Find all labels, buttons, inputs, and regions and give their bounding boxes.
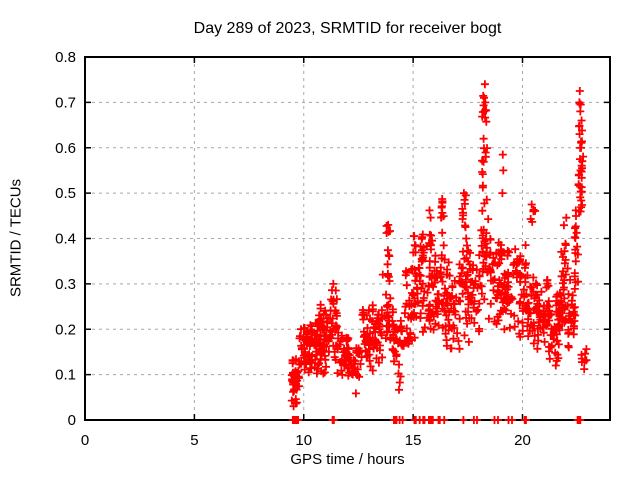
x-tick-label: 10 xyxy=(295,432,312,449)
y-tick-label: 0.4 xyxy=(55,231,76,248)
y-tick-label: 0.2 xyxy=(55,321,76,338)
y-tick-label: 0.7 xyxy=(55,94,76,111)
x-tick-label: 0 xyxy=(81,432,89,449)
y-tick-label: 0.6 xyxy=(55,140,76,157)
y-tick-label: 0.5 xyxy=(55,185,76,202)
y-tick-label: 0.1 xyxy=(55,367,76,384)
data-points xyxy=(287,80,591,424)
x-tick-label: 5 xyxy=(190,432,198,449)
x-tick-label: 20 xyxy=(514,432,531,449)
y-tick-label: 0.8 xyxy=(55,49,76,66)
y-tick-label: 0 xyxy=(68,412,76,429)
x-tick-label: 15 xyxy=(405,432,422,449)
y-tick-label: 0.3 xyxy=(55,276,76,293)
x-axis-label: GPS time / hours xyxy=(290,451,405,468)
chart-title: Day 289 of 2023, SRMTID for receiver bog… xyxy=(193,20,502,37)
